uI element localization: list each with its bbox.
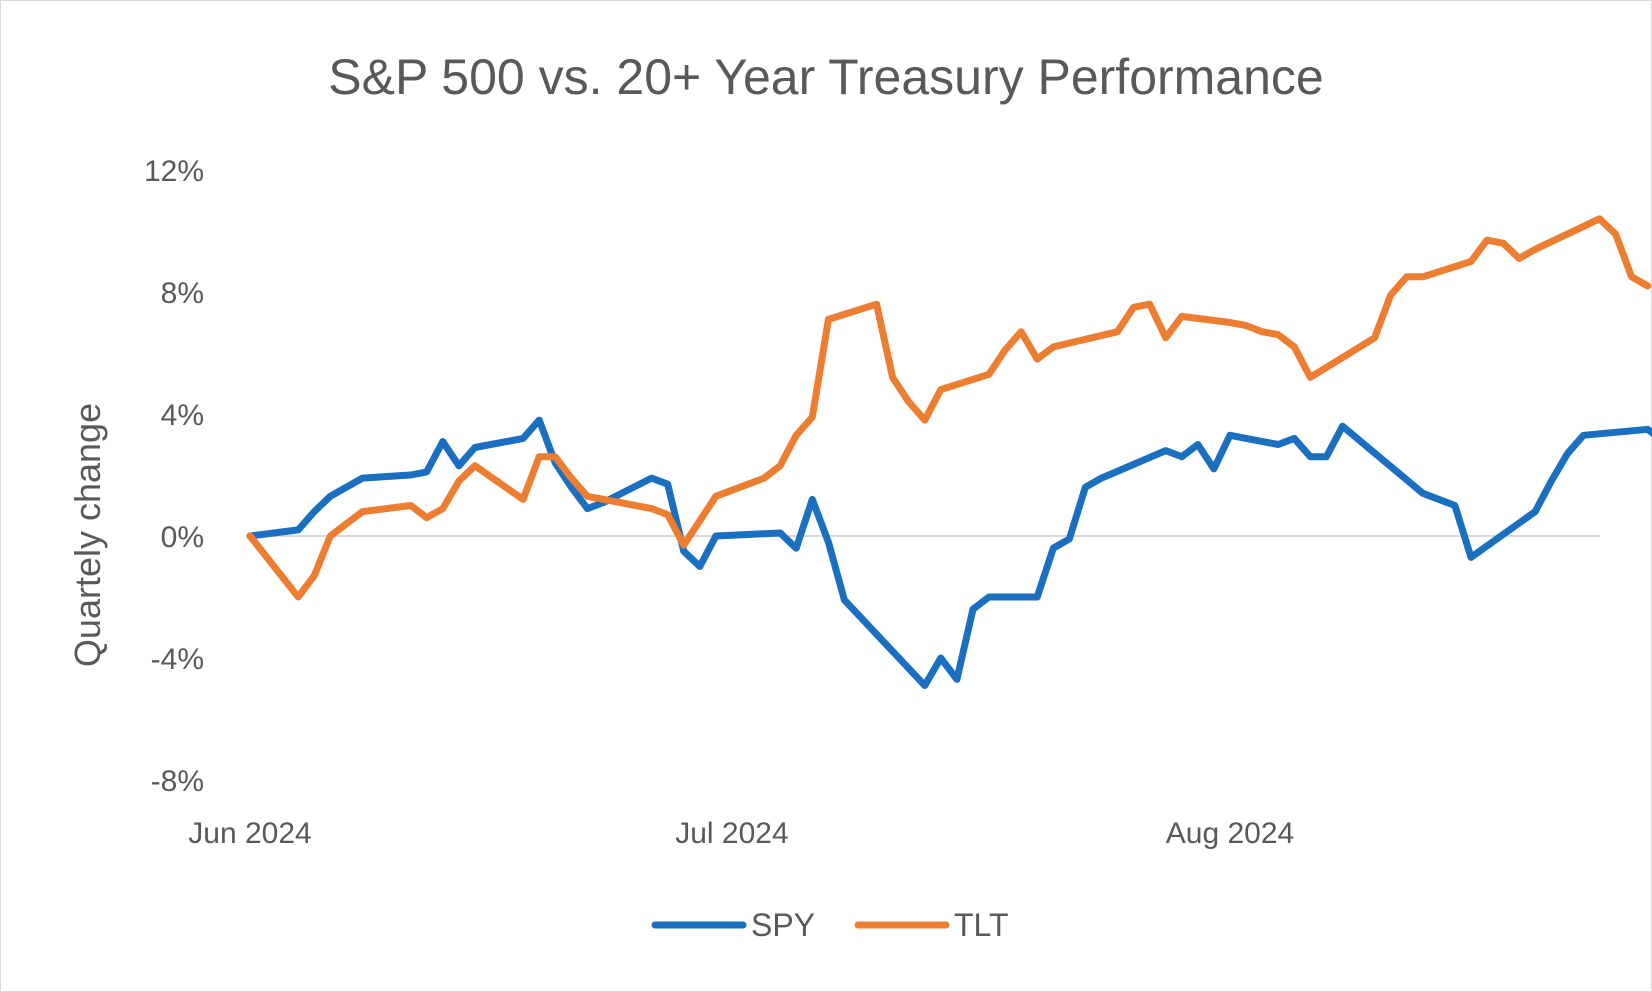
legend: SPY TLT [651, 907, 1009, 943]
y-tick-label: 0% [161, 521, 204, 554]
y-tick-label: -4% [151, 643, 204, 676]
x-tick-label: Jun 2024 [188, 817, 311, 850]
y-tick-label: 12% [144, 155, 204, 188]
y-tick-label: -8% [151, 765, 204, 798]
series-lines [246, 215, 1652, 689]
x-axis-ticks: Jun 2024 Jul 2024 Aug 2024 [188, 817, 1294, 850]
series-line-tlt [246, 215, 1652, 601]
y-tick-label: 4% [161, 399, 204, 432]
y-tick-label: 8% [161, 277, 204, 310]
y-axis-ticks: 12% 8% 4% 0% -4% -8% [144, 155, 204, 798]
legend-label-spy: SPY [751, 907, 815, 943]
x-tick-label: Jul 2024 [675, 817, 788, 850]
y-axis-label: Quartely change [67, 403, 108, 667]
legend-label-tlt: TLT [954, 907, 1009, 943]
x-tick-label: Aug 2024 [1166, 817, 1294, 850]
chart-title: S&P 500 vs. 20+ Year Treasury Performanc… [328, 49, 1323, 105]
series-line-spy [246, 416, 1652, 689]
